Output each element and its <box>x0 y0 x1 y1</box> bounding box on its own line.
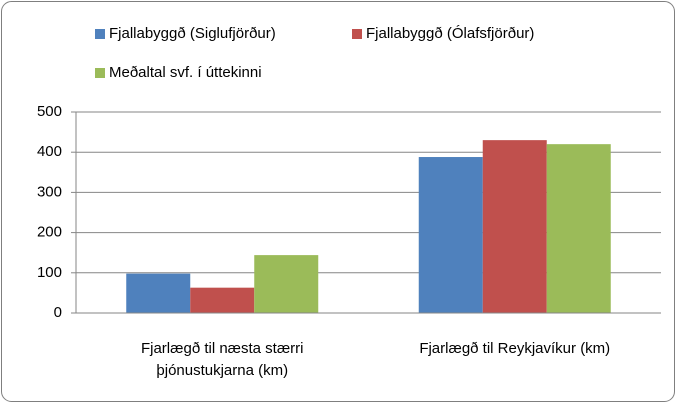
bar <box>126 273 191 313</box>
y-tick-label: 100 <box>37 264 62 281</box>
y-tick-label: 500 <box>37 103 62 120</box>
bar <box>190 287 255 313</box>
y-tick-label: 400 <box>37 143 62 160</box>
bar <box>418 157 483 313</box>
bar <box>546 144 611 313</box>
x-tick-label: Fjarlægð til Reykjavíkur (km) <box>419 340 611 357</box>
y-tick-label: 200 <box>37 224 62 241</box>
bar <box>482 140 547 313</box>
legend-swatch <box>352 29 362 39</box>
legend-label: Meðaltal svf. í úttekinni <box>109 64 262 81</box>
legend-label: Fjallabyggð (Siglufjörður) <box>109 25 276 42</box>
y-tick-label: 300 <box>37 183 62 200</box>
legend-swatch <box>95 29 105 39</box>
x-tick-label: Fjarlægð til næsta stærri þjónustukjarna… <box>140 340 304 379</box>
legend-label: Fjallabyggð (Ólafsfjörður) <box>366 25 534 42</box>
legend-swatch <box>95 68 105 78</box>
bar <box>254 255 319 313</box>
y-tick-label: 0 <box>54 304 62 321</box>
